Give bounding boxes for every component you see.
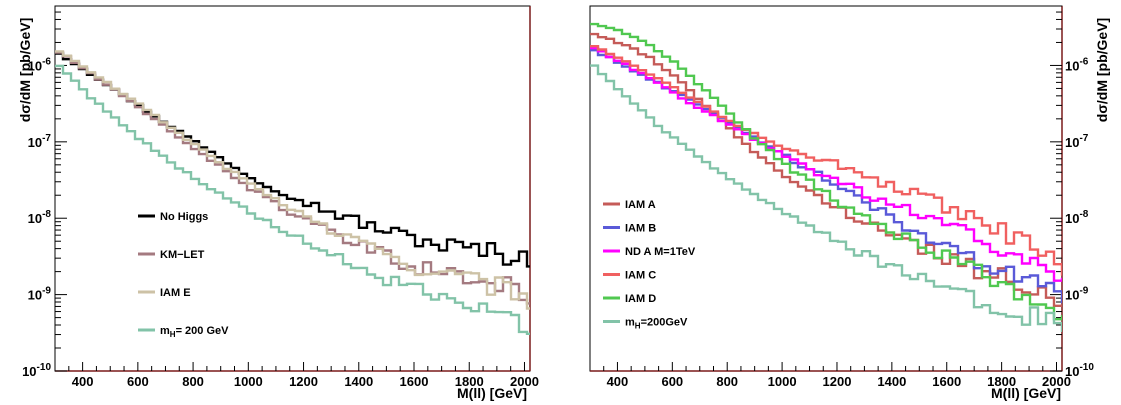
- x-tick-label: 800: [182, 374, 204, 389]
- x-tick-label: 1800: [455, 374, 484, 389]
- x-tick-label: 1000: [234, 374, 263, 389]
- legend-label: IAM A: [625, 199, 656, 211]
- series-line: [55, 52, 530, 268]
- x-tick-label: 400: [607, 374, 629, 389]
- series-line: [55, 51, 530, 305]
- panel-left: 400 600 800 1000 1200 1400 1600 1800 2000 10-6 10-…: [17, 5, 539, 401]
- series-line: [590, 22, 1062, 321]
- x-tick-label: 600: [127, 374, 149, 389]
- y-axis-title: dσ/dM [pb/GeV]: [17, 18, 33, 122]
- series-line: [590, 32, 1062, 307]
- y-tick-label: 10-9: [1065, 286, 1089, 303]
- series-line: [590, 64, 1062, 332]
- legend-label: IAM B: [625, 223, 656, 235]
- legend-label: No Higgs: [160, 211, 208, 223]
- x-tick-label: 1600: [932, 374, 961, 389]
- series-line: [55, 50, 530, 310]
- x-tick-label: 600: [661, 374, 683, 389]
- y-tick-label: 10-8: [28, 209, 52, 226]
- x-tick-label: 1400: [344, 374, 373, 389]
- x-tick-label: 1400: [877, 374, 906, 389]
- plot-frame: [54, 5, 531, 372]
- legend-label: mH= 200 GeV: [160, 325, 229, 339]
- series-line: [55, 64, 530, 335]
- legend-label: IAM D: [625, 293, 656, 305]
- x-tick-label: 1800: [987, 374, 1016, 389]
- y-tick-label: 10-7: [28, 133, 52, 150]
- legend-label: mH=200GeV: [625, 317, 688, 331]
- y-tick-label: 10-6: [28, 56, 52, 73]
- x-tick-label: 2000: [1042, 374, 1071, 389]
- x-tick-label: 2000: [510, 374, 539, 389]
- y-tick-label: 10-9: [28, 286, 52, 303]
- legend-label: ND A M=1TeV: [625, 246, 696, 258]
- y-tick-label: 10-10: [1065, 362, 1094, 379]
- y-tick-label: 10-6: [1065, 56, 1089, 73]
- x-tick-label: 1000: [768, 374, 797, 389]
- x-tick-label: 1600: [400, 374, 429, 389]
- x-tick-label: 800: [716, 374, 738, 389]
- panel-right: 400 600 800 1000 1200 1400 1600 1800 2000 10-6 10-…: [589, 5, 1110, 401]
- series-line: [590, 49, 1062, 304]
- series-line: [590, 46, 1062, 282]
- y-tick-label: 10-7: [1065, 133, 1089, 150]
- legend-label: IAM C: [625, 270, 656, 282]
- series-group: [590, 22, 1062, 332]
- x-tick-label: 400: [72, 374, 94, 389]
- y-axis-title: dσ/dM [pb/GeV]: [1094, 18, 1110, 122]
- x-tick-label: 1200: [289, 374, 318, 389]
- series-group: [55, 50, 530, 335]
- legend-label: IAM E: [160, 287, 191, 299]
- x-axis-title: M(ll) [GeV]: [991, 385, 1061, 401]
- y-tick-label: 10-8: [1065, 209, 1089, 226]
- legend-label: KM−LET: [160, 249, 205, 261]
- x-tick-label: 1200: [823, 374, 852, 389]
- series-line: [590, 45, 1062, 276]
- y-tick-label: 10-10: [22, 362, 51, 379]
- x-axis-title: M(ll) [GeV]: [457, 385, 527, 401]
